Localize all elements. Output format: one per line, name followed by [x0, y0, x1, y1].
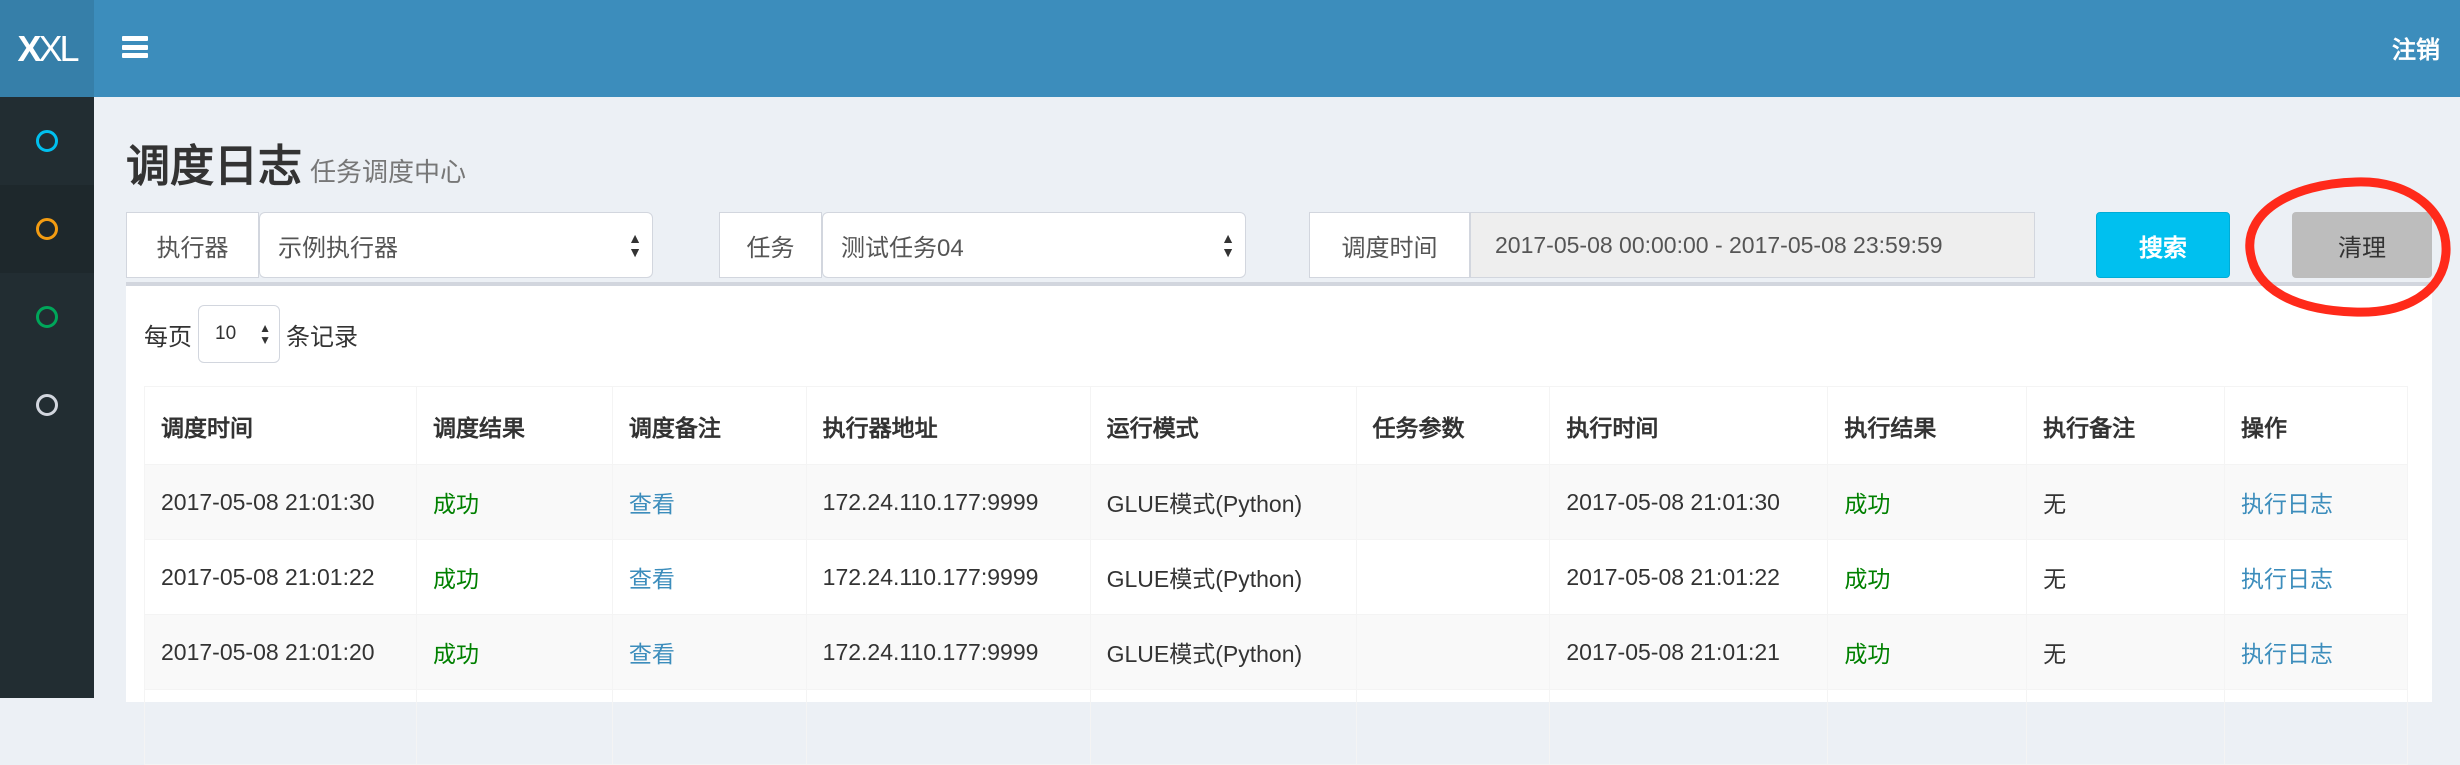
page-length-select[interactable]: 10 ▲ ▼: [198, 305, 280, 363]
logo[interactable]: X XL: [0, 0, 94, 97]
job-label: 任务: [719, 212, 822, 278]
status-success: 成功: [415, 614, 613, 690]
table-row: 2017-05-08 21:01:22 成功 查看 172.24.110.177:99…: [144, 539, 2408, 615]
table-cell: [2026, 689, 2226, 765]
clear-button[interactable]: 清理: [2292, 212, 2432, 278]
sidebar-item-4[interactable]: [0, 361, 94, 449]
table-cell: [1355, 689, 1551, 765]
table-cell: 2017-05-08 21:01:22: [144, 539, 417, 615]
executor-select[interactable]: 示例执行器 ▲ ▼: [259, 212, 653, 278]
table-cell: 2017-05-08 21:01:22: [1549, 539, 1829, 615]
column-header[interactable]: 执行器地址: [805, 386, 1091, 465]
executor-filter: 执行器 示例执行器 ▲ ▼: [126, 212, 653, 278]
select-arrows-icon: ▲ ▼: [1221, 230, 1235, 260]
table-cell: 2017-05-08 21:01:30: [1549, 464, 1829, 540]
time-filter: 调度时间 2017-05-08 00:00:00 - 2017-05-08 23…: [1309, 212, 2035, 278]
column-header[interactable]: 执行备注: [2026, 386, 2226, 465]
sidebar-item-2[interactable]: [0, 185, 94, 273]
job-select[interactable]: 测试任务04 ▲ ▼: [822, 212, 1246, 278]
table-cell: [611, 689, 807, 765]
table-cell: 无: [2026, 539, 2226, 615]
table-cell: 无: [2026, 464, 2226, 540]
table-cell: [144, 689, 417, 765]
circle-icon: [36, 130, 58, 152]
circle-icon: [36, 306, 58, 328]
view-remark-link[interactable]: 查看: [611, 539, 807, 615]
time-label: 调度时间: [1309, 212, 1470, 278]
log-table: 调度时间 调度结果 调度备注 执行器地址 运行模式 任务参数 执行时间 执行结果 执行备注 操作 …: [144, 386, 2408, 765]
table-cell: [1355, 614, 1551, 690]
sidebar-item-3[interactable]: [0, 273, 94, 361]
table-row: [144, 689, 2408, 765]
view-remark-link[interactable]: 查看: [611, 614, 807, 690]
table-cell: [805, 689, 1091, 765]
circle-icon: [36, 394, 58, 416]
column-header[interactable]: 任务参数: [1355, 386, 1551, 465]
exec-log-link[interactable]: 执行日志: [2224, 539, 2408, 615]
circle-icon: [36, 218, 58, 240]
table-row: 2017-05-08 21:01:20 成功 查看 172.24.110.177:99…: [144, 614, 2408, 690]
column-header[interactable]: 执行时间: [1549, 386, 1829, 465]
executor-label: 执行器: [126, 212, 259, 278]
column-header[interactable]: 操作: [2224, 386, 2408, 465]
table-cell: 172.24.110.177:9999: [805, 614, 1091, 690]
top-navbar: X XL 注销: [0, 0, 2460, 97]
exec-log-link[interactable]: 执行日志: [2224, 464, 2408, 540]
table-cell: [1827, 689, 2028, 765]
column-header[interactable]: 执行结果: [1827, 386, 2028, 465]
table-cell: 172.24.110.177:9999: [805, 539, 1091, 615]
column-header[interactable]: 调度时间: [144, 386, 417, 465]
sidebar: [0, 97, 94, 698]
table-header-row: 调度时间 调度结果 调度备注 执行器地址 运行模式 任务参数 执行时间 执行结果 执行备注 操作: [144, 386, 2408, 465]
table-cell: 2017-05-08 21:01:20: [144, 614, 417, 690]
table-cell: 2017-05-08 21:01:30: [144, 464, 417, 540]
time-range-input[interactable]: 2017-05-08 00:00:00 - 2017-05-08 23:59:5…: [1470, 212, 2035, 278]
table-cell: [1549, 689, 1829, 765]
table-cell: GLUE模式(Python): [1089, 539, 1357, 615]
logout-link[interactable]: 注销: [2392, 37, 2440, 64]
table-row: 2017-05-08 21:01:30 成功 查看 172.24.110.177:99…: [144, 464, 2408, 540]
select-arrows-icon: ▲ ▼: [628, 230, 642, 260]
column-header[interactable]: 运行模式: [1089, 386, 1357, 465]
table-cell: [2224, 689, 2408, 765]
search-button[interactable]: 搜索: [2096, 212, 2230, 278]
exec-log-link[interactable]: 执行日志: [2224, 614, 2408, 690]
sidebar-item-1[interactable]: [0, 97, 94, 185]
page-length-control: 每页 10 ▲ ▼ 条记录: [144, 305, 358, 363]
status-success: 成功: [1827, 539, 2028, 615]
status-success: 成功: [415, 539, 613, 615]
view-remark-link[interactable]: 查看: [611, 464, 807, 540]
select-arrows-icon: ▲ ▼: [259, 321, 271, 347]
table-cell: 172.24.110.177:9999: [805, 464, 1091, 540]
table-cell: 无: [2026, 614, 2226, 690]
column-header[interactable]: 调度备注: [611, 386, 807, 465]
table-cell: GLUE模式(Python): [1089, 614, 1357, 690]
table-cell: [1355, 539, 1551, 615]
page-title: 调度日志 任务调度中心: [126, 142, 467, 191]
page-subtitle: 任务调度中心: [310, 157, 467, 187]
table-cell: 2017-05-08 21:01:21: [1549, 614, 1829, 690]
table-cell: [1089, 689, 1357, 765]
status-success: 成功: [1827, 464, 2028, 540]
menu-toggle-icon[interactable]: [122, 36, 148, 58]
status-success: 成功: [1827, 614, 2028, 690]
column-header[interactable]: 调度结果: [415, 386, 613, 465]
job-filter: 任务 测试任务04 ▲ ▼: [719, 212, 1246, 278]
table-cell: [1355, 464, 1551, 540]
table-cell: [415, 689, 613, 765]
status-success: 成功: [415, 464, 613, 540]
table-cell: GLUE模式(Python): [1089, 464, 1357, 540]
